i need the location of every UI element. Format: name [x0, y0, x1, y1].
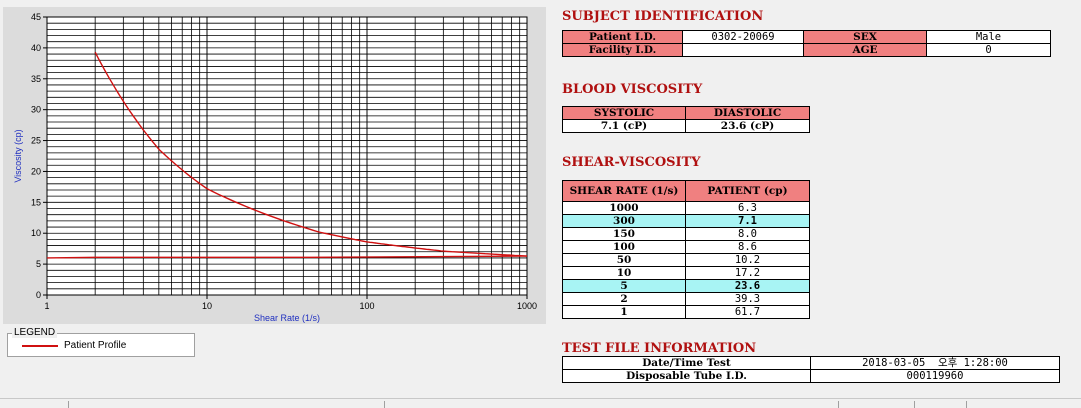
shear-rate-cell: 100 [562, 240, 686, 254]
shear-row: 300 7.1 [562, 214, 810, 228]
plot-area [46, 16, 528, 296]
x-tick-label: 1000 [517, 301, 537, 311]
datetime-label: Date/Time Test [562, 356, 811, 370]
tube-id-label: Disposable Tube I.D. [562, 369, 811, 383]
legend-line-swatch [22, 345, 58, 347]
y-tick-label: 20 [31, 166, 41, 176]
test-file-title: TEST FILE INFORMATION [562, 341, 757, 356]
shear-rate-cell: 300 [562, 214, 686, 228]
patient-cp-cell: 23.6 [685, 279, 810, 293]
y-tick-label: 5 [36, 259, 41, 269]
shear-rate-cell: 1 [562, 305, 686, 319]
shear-viscosity-title: SHEAR-VISCOSITY [562, 155, 701, 170]
x-axis-label: Shear Rate (1/s) [254, 313, 320, 323]
patient-cp-cell: 17.2 [685, 266, 810, 280]
shear-row: 5 23.6 [562, 279, 810, 293]
subject-table: Patient I.D. 0302-20069 SEX Male Facilit… [562, 30, 1051, 57]
patient-cp-cell: 61.7 [685, 305, 810, 319]
patient-cp-header: PATIENT (cp) [685, 180, 810, 202]
status-bar [0, 398, 1081, 408]
legend-title: LEGEND [12, 327, 58, 338]
blood-viscosity-table: SYSTOLIC DIASTOLIC 7.1 (cP) 23.6 (cP) [562, 106, 810, 133]
patient-cp-cell: 39.3 [685, 292, 810, 306]
test-file-table: Date/Time Test 2018-03-05 오후 1:28:00 Dis… [562, 356, 1060, 383]
sex-label: SEX [803, 30, 927, 44]
patient-cp-cell: 8.6 [685, 240, 810, 254]
age-value: 0 [926, 43, 1051, 57]
x-tick-label: 10 [202, 301, 212, 311]
shear-rate-cell: 5 [562, 279, 686, 293]
diastolic-label: DIASTOLIC [685, 106, 810, 120]
shear-row: 50 10.2 [562, 253, 810, 267]
shear-rate-cell: 150 [562, 227, 686, 241]
patient-id-label: Patient I.D. [562, 30, 683, 44]
status-separator [914, 401, 915, 408]
patient-cp-cell: 6.3 [685, 201, 810, 215]
shear-viscosity-table: SHEAR RATE (1/s) PATIENT (cp) 1000 6.3 300… [562, 180, 810, 319]
y-axis-label: Viscosity (cp) [13, 129, 23, 182]
shear-rate-cell: 2 [562, 292, 686, 306]
status-separator [384, 401, 385, 408]
y-tick-label: 45 [31, 12, 41, 22]
datetime-value: 2018-03-05 오후 1:28:00 [810, 356, 1060, 370]
shear-table-body: 1000 6.3 300 7.1 150 8.0 100 8.6 50 10.2 10 17.2 5 23… [562, 201, 810, 319]
y-tick-label: 35 [31, 74, 41, 84]
blood-viscosity-title: BLOOD VISCOSITY [562, 82, 703, 97]
shear-row: 1000 6.3 [562, 201, 810, 215]
y-tick-label: 25 [31, 136, 41, 146]
systolic-value: 7.1 (cP) [562, 119, 686, 133]
shear-rate-cell: 10 [562, 266, 686, 280]
shear-rate-header: SHEAR RATE (1/s) [562, 180, 686, 202]
shear-rate-cell: 50 [562, 253, 686, 267]
viscosity-chart: 0 5 10 15 20 25 30 35 40 45 1 10 100 1000 Shear Rate (… [13, 12, 537, 323]
patient-cp-cell: 10.2 [685, 253, 810, 267]
series-baseline [47, 255, 527, 259]
series-patient-profile [94, 51, 527, 257]
tube-id-value: 000119960 [810, 369, 1060, 383]
y-tick-label: 10 [31, 228, 41, 238]
legend-entry-label: Patient Profile [64, 340, 127, 351]
diastolic-value: 23.6 (cP) [685, 119, 810, 133]
shear-row: 10 17.2 [562, 266, 810, 280]
x-tick-label: 1 [44, 301, 49, 311]
status-separator [838, 401, 839, 408]
systolic-label: SYSTOLIC [562, 106, 686, 120]
status-separator [68, 401, 69, 408]
shear-row: 150 8.0 [562, 227, 810, 241]
facility-id-value [682, 43, 804, 57]
subject-title: SUBJECT IDENTIFICATION [562, 9, 764, 24]
shear-row: 100 8.6 [562, 240, 810, 254]
y-tick-label: 40 [31, 43, 41, 53]
shear-row: 2 39.3 [562, 292, 810, 306]
patient-id-value: 0302-20069 [682, 30, 804, 44]
facility-id-label: Facility I.D. [562, 43, 683, 57]
shear-row: 1 61.7 [562, 305, 810, 319]
age-label: AGE [803, 43, 927, 57]
y-tick-label: 15 [31, 197, 41, 207]
sex-value: Male [926, 30, 1051, 44]
chart-panel: 0 5 10 15 20 25 30 35 40 45 1 10 100 1000 Shear Rate (… [3, 7, 546, 324]
patient-cp-cell: 7.1 [685, 214, 810, 228]
y-tick-label: 0 [36, 290, 41, 300]
shear-rate-cell: 1000 [562, 201, 686, 215]
patient-cp-cell: 8.0 [685, 227, 810, 241]
y-tick-label: 30 [31, 105, 41, 115]
status-separator [966, 401, 967, 408]
x-tick-label: 100 [359, 301, 374, 311]
